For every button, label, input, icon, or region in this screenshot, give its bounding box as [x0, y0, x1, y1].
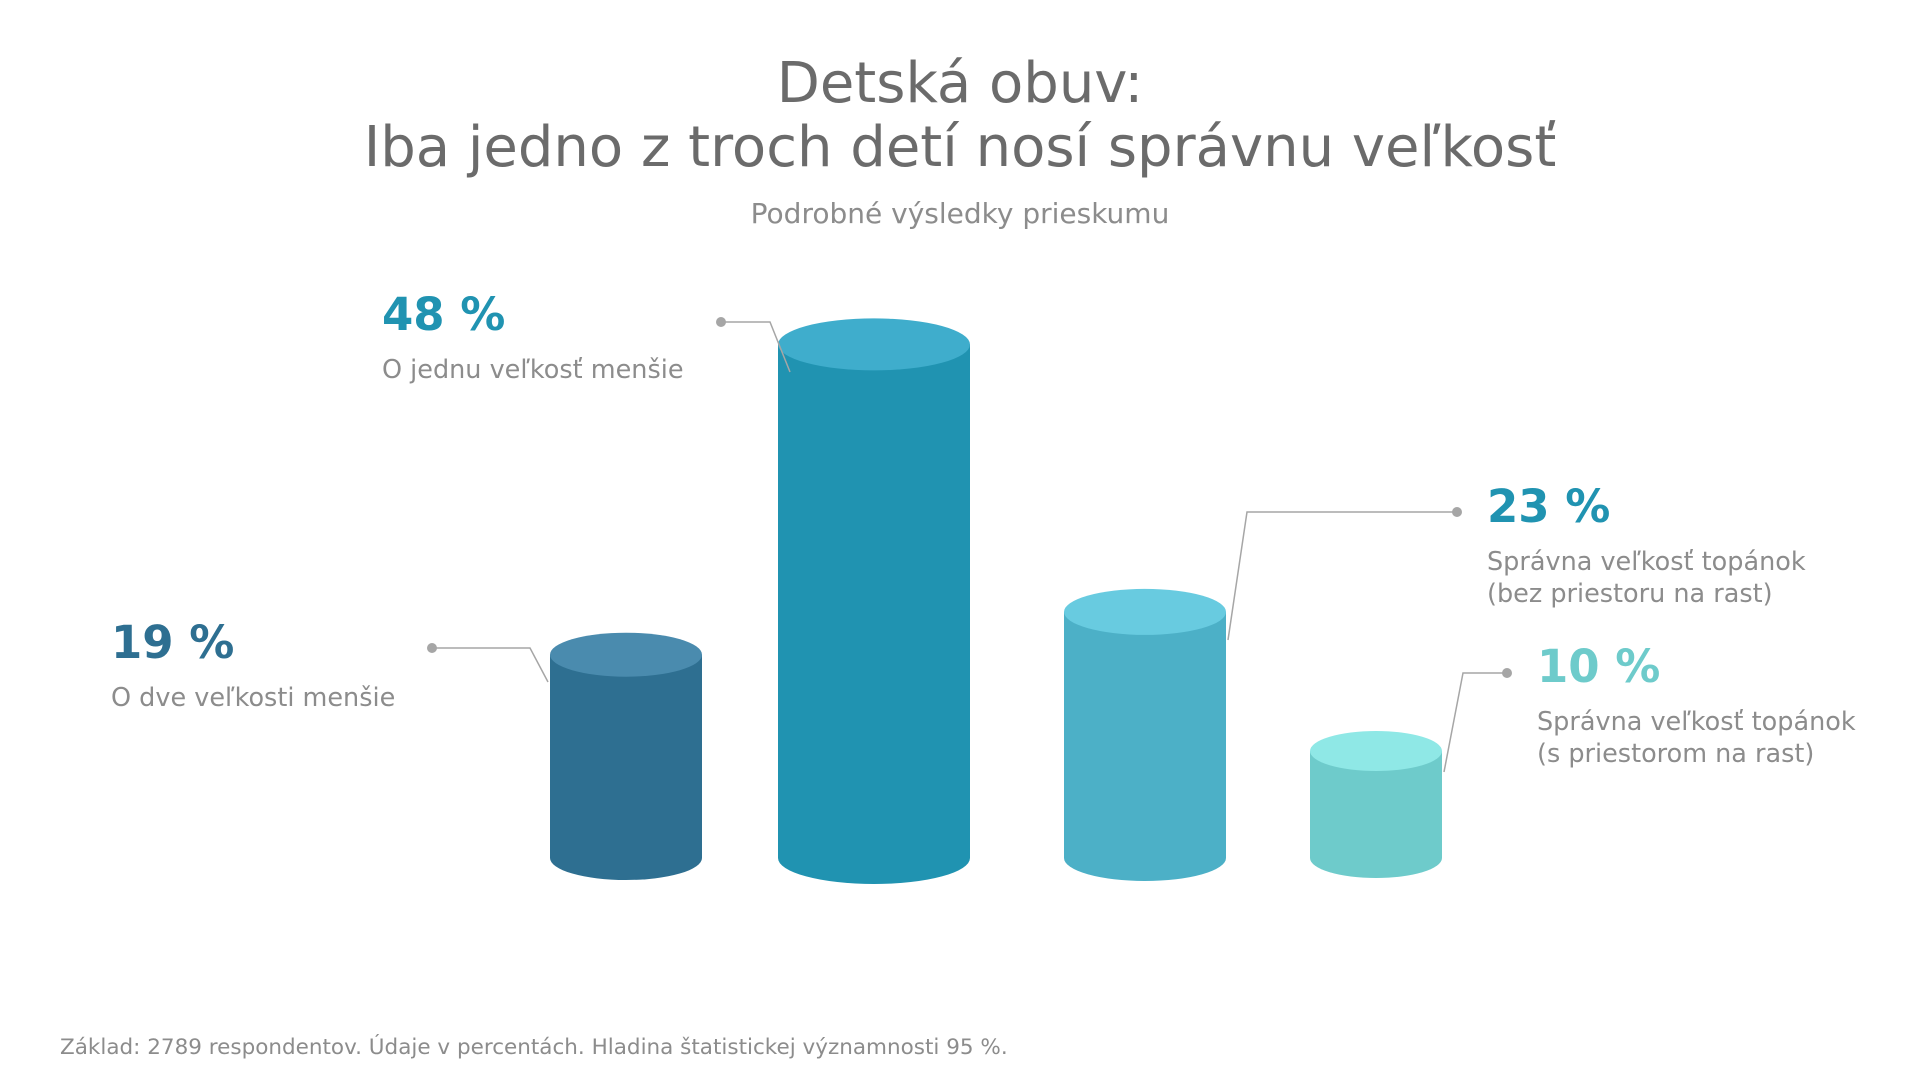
- footnote: Základ: 2789 respondentov. Údaje v perce…: [60, 1035, 1008, 1060]
- chart-subtitle: Podrobné výsledky prieskumu: [750, 197, 1170, 230]
- data-label-1: 19 %: [111, 616, 234, 669]
- leader-line-1: [432, 647, 549, 683]
- leader-dot-3: [1452, 507, 1462, 517]
- chart-title-line2: Iba jedno z troch detí nosí správnu veľk…: [363, 115, 1557, 180]
- leader-dot-4: [1502, 668, 1512, 678]
- leader-line-3: [1227, 511, 1457, 641]
- bar-3: [1064, 588, 1226, 881]
- bar-3-top: [1064, 588, 1226, 635]
- bar-1: [550, 632, 702, 880]
- chart-title-line1: Detská obuv:: [776, 51, 1144, 116]
- bar-2-body: [778, 344, 970, 858]
- bar-1-top: [550, 632, 702, 677]
- leader-line-4: [1443, 672, 1507, 773]
- category-label-3-line-2: (bez priestoru na rast): [1487, 579, 1773, 609]
- bar-1-body: [550, 654, 702, 858]
- bar-2-top: [778, 318, 970, 371]
- category-label-4-line-2: (s priestorom na rast): [1537, 739, 1814, 769]
- data-label-3: 23 %: [1487, 480, 1610, 533]
- bar-2: [778, 318, 970, 884]
- data-label-2: 48 %: [382, 288, 505, 341]
- bar-4: [1310, 731, 1442, 878]
- bar-3-body: [1064, 611, 1226, 858]
- leader-dot-1: [427, 643, 437, 653]
- bar-4-top: [1310, 731, 1442, 771]
- data-label-4: 10 %: [1537, 640, 1660, 693]
- category-label-2-line-1: O jednu veľkosť menšie: [382, 355, 684, 385]
- leader-line-2: [721, 321, 791, 373]
- cylinder-bar-chart: 19 % O dve veľkosti menšie 48 % O jednu veľ…: [111, 288, 1856, 884]
- category-label-4-line-1: Správna veľkosť topánok: [1537, 707, 1856, 737]
- category-label-1-line-1: O dve veľkosti menšie: [111, 683, 395, 713]
- category-label-3-line-1: Správna veľkosť topánok: [1487, 547, 1806, 577]
- leader-dot-2: [716, 317, 726, 327]
